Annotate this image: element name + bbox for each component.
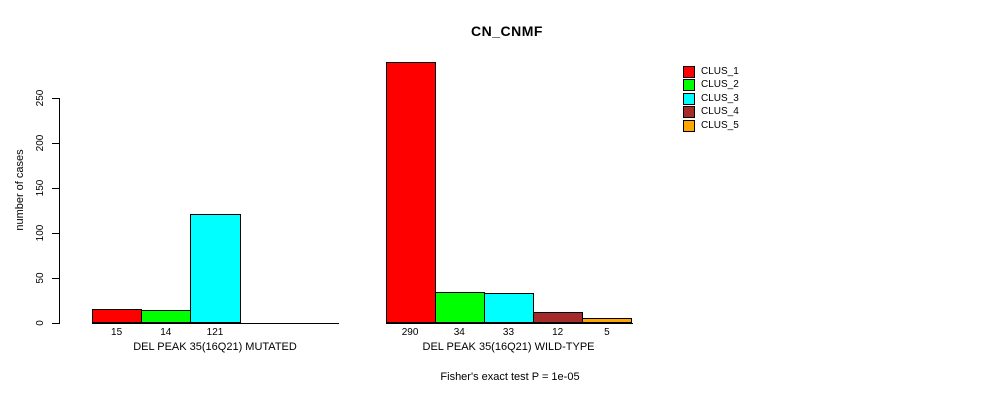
bar [190,214,241,323]
legend-item: CLUS_5 [683,119,739,132]
y-tick-label: 250 [35,89,46,107]
legend-label: CLUS_3 [701,92,739,104]
bar-value-label: 34 [453,327,465,338]
legend-swatch [683,66,695,78]
category-label: DEL PEAK 35(16Q21) MUTATED [133,341,297,353]
bar [141,310,192,323]
bar-value-label: 14 [160,327,172,338]
bar [434,292,485,323]
y-tick [52,323,59,324]
y-tick [52,98,59,99]
annotation-text: Fisher's exact test P = 1e-05 [440,371,580,383]
y-tick [52,188,59,189]
y-axis-label: number of cases [14,149,26,231]
legend-item: CLUS_1 [683,66,739,78]
bar-value-label: 121 [206,327,224,338]
legend-swatch [683,79,695,92]
legend: CLUS_1 CLUS_2 CLUS_3 CLUS_4 CLUS_5 [683,66,739,133]
x-baseline [92,323,339,324]
y-tick [52,233,59,234]
x-baseline [385,323,633,324]
bar [533,312,584,323]
legend-item: CLUS_3 [683,92,739,105]
y-tick [52,278,59,279]
bar [385,62,436,323]
y-tick-label: 0 [35,320,46,326]
bar [582,318,633,323]
category-label: DEL PEAK 35(16Q21) WILD-TYPE [422,341,595,353]
y-tick-label: 200 [35,134,46,152]
y-tick [52,143,59,144]
bar-value-label: 5 [604,327,610,338]
legend-label: CLUS_2 [701,79,739,91]
chart-title: CN_CNMF [471,23,543,39]
legend-swatch [683,92,695,105]
legend-label: CLUS_1 [701,66,739,77]
y-tick-label: 50 [35,272,46,284]
legend-label: CLUS_4 [701,106,739,118]
bar-value-label: 12 [552,327,564,338]
legend-swatch [683,106,695,119]
bar [483,293,535,323]
bar-value-label: 15 [111,327,123,338]
bar-value-label: 33 [502,327,515,338]
y-tick-label: 100 [35,224,46,242]
legend-swatch [683,119,695,132]
y-tick-label: 150 [35,179,46,197]
legend-item: CLUS_2 [683,79,739,92]
legend-label: CLUS_5 [701,119,739,131]
legend-item: CLUS_4 [683,106,739,119]
y-axis-line [59,98,60,324]
bar-value-label: 290 [401,327,419,338]
bar [92,309,143,323]
